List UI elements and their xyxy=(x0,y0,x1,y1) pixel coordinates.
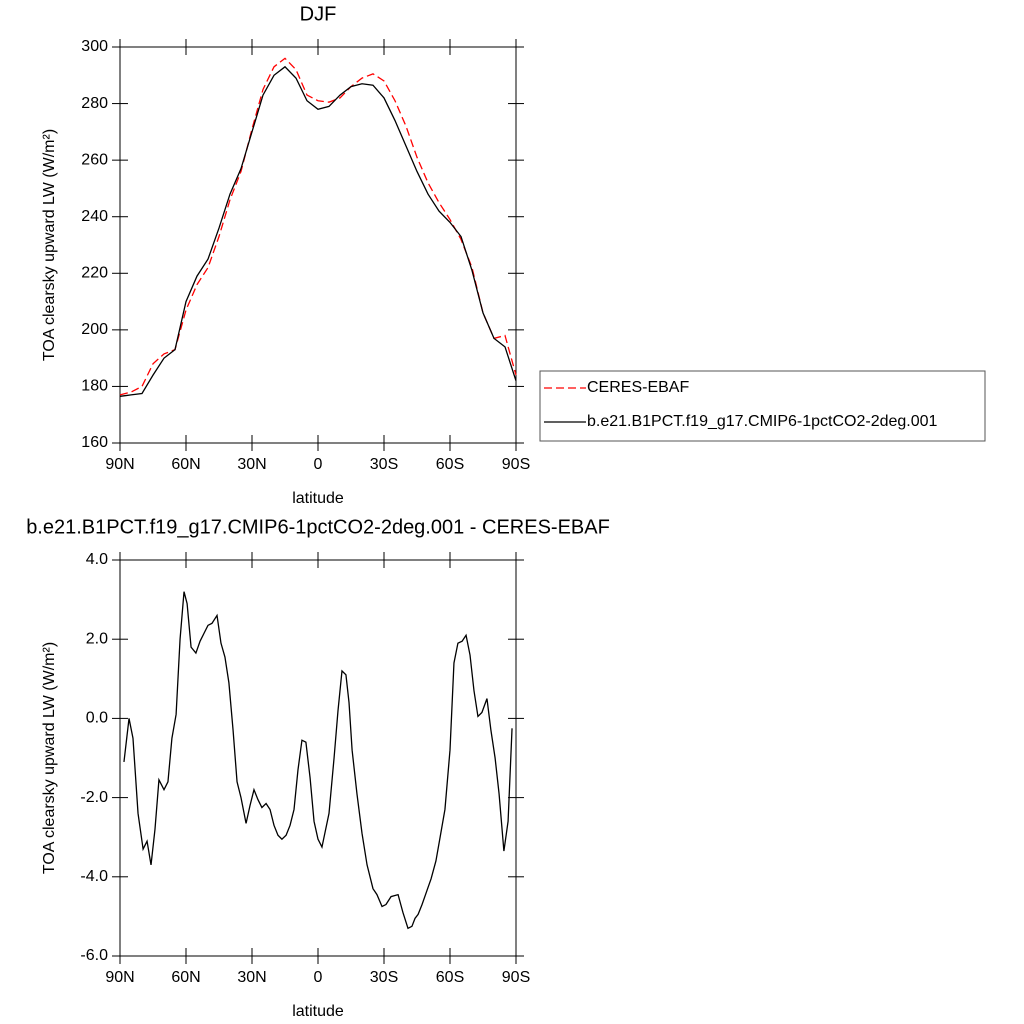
x-axis-label: latitude xyxy=(292,490,344,507)
legend-label: b.e21.B1PCT.f19_g17.CMIP6-1pctCO2-2deg.0… xyxy=(587,413,938,430)
x-tick-label: 30N xyxy=(237,969,266,986)
data-line xyxy=(123,591,513,930)
x-tick-label: 30S xyxy=(370,456,398,473)
data-line xyxy=(119,65,517,397)
y-tick-label: 180 xyxy=(81,378,108,395)
x-tick-label: 30S xyxy=(370,969,398,986)
legend-box xyxy=(539,370,986,442)
plot-frame xyxy=(119,559,517,957)
y-tick-label: 4.0 xyxy=(86,551,108,568)
y-tick-label: 2.0 xyxy=(86,630,108,647)
y-tick-label: 160 xyxy=(81,434,108,451)
x-tick-label: 90N xyxy=(105,969,134,986)
plot-frame xyxy=(119,46,517,444)
y-tick-label: 280 xyxy=(81,95,108,112)
x-tick-label: 60N xyxy=(171,969,200,986)
y-tick-label: 220 xyxy=(81,265,108,282)
x-tick-label: 0 xyxy=(314,456,323,473)
y-axis-label: TOA clearsky upward LW (W/m²) xyxy=(41,129,58,361)
x-tick-label: 0 xyxy=(314,969,323,986)
x-tick-label: 60S xyxy=(436,456,464,473)
chart-title: b.e21.B1PCT.f19_g17.CMIP6-1pctCO2-2deg.0… xyxy=(26,516,610,538)
legend-label: CERES-EBAF xyxy=(587,379,689,396)
chart-title: DJF xyxy=(300,3,337,25)
x-tick-label: 90S xyxy=(502,456,530,473)
data-line xyxy=(119,57,517,396)
y-tick-label: 0.0 xyxy=(86,710,108,727)
y-tick-label: -2.0 xyxy=(80,789,108,806)
y-tick-label: 240 xyxy=(81,208,108,225)
x-tick-label: 30N xyxy=(237,456,266,473)
x-tick-label: 60N xyxy=(171,456,200,473)
y-axis-label: TOA clearsky upward LW (W/m²) xyxy=(41,642,58,874)
x-tick-label: 90S xyxy=(502,969,530,986)
y-tick-label: 300 xyxy=(81,38,108,55)
x-tick-label: 60S xyxy=(436,969,464,986)
x-axis-label: latitude xyxy=(292,1003,344,1020)
y-tick-label: -6.0 xyxy=(80,947,108,964)
y-tick-label: 200 xyxy=(81,321,108,338)
y-tick-label: -4.0 xyxy=(80,868,108,885)
x-tick-label: 90N xyxy=(105,456,134,473)
y-tick-label: 260 xyxy=(81,151,108,168)
